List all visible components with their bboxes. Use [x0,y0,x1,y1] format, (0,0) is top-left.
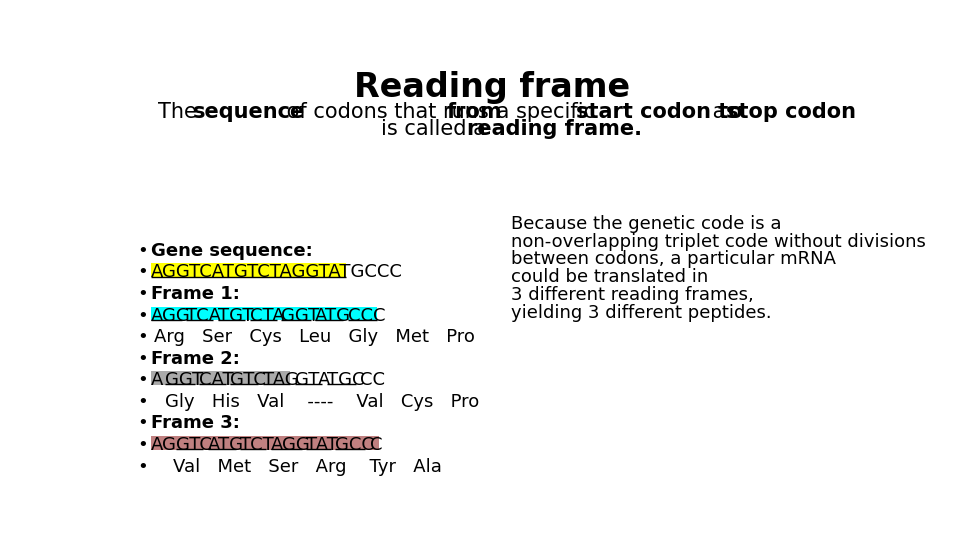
Text: C: C [370,436,382,454]
Text: •: • [137,307,148,325]
Bar [213,307,218,320]
Text: Gly   His   Val    ----    Val   Cys   Pro: Gly His Val ---- Val Cys Pro [165,393,479,411]
Bar [250,307,276,320]
Text: •: • [137,264,148,281]
Text: of codons that runs: of codons that runs [279,102,495,122]
Bar [343,307,348,320]
Text: a: a [706,102,732,122]
Text: TGT: TGT [218,307,253,325]
Bar [335,436,366,450]
Bar [199,372,226,385]
Bar [258,372,263,385]
Text: ATG: ATG [315,307,351,325]
Bar [195,372,199,385]
Text: Because the genetic code is a: Because the genetic code is a [512,215,781,233]
Bar [165,372,195,385]
Text: 3 different reading frames,: 3 different reading frames, [512,286,755,304]
Text: GTC: GTC [230,372,266,389]
Text: a specific: a specific [490,102,602,122]
Bar [230,372,258,385]
Text: Arg   Ser   Cys   Leu   Gly   Met   Pro: Arg Ser Cys Leu Gly Met Pro [155,328,475,346]
Text: The: The [157,102,203,122]
Text: Val   Met   Ser   Arg    Tyr   Ala: Val Met Ser Arg Tyr Ala [173,457,442,476]
Bar [204,436,207,450]
Text: Frame 1:: Frame 1: [151,285,240,303]
Bar [301,436,306,450]
Bar [240,436,266,450]
Bar [306,436,330,450]
Text: TAT: TAT [306,436,338,454]
Text: •: • [137,328,148,346]
Text: is called a: is called a [381,119,492,139]
Bar [151,372,160,385]
Text: reading frame.: reading frame. [468,119,642,139]
Bar [218,307,246,320]
Text: CC: CC [360,372,385,389]
Text: •: • [137,393,148,411]
Bar [151,264,347,278]
Bar [160,372,165,385]
Bar [226,372,230,385]
Text: Gene sequence:: Gene sequence: [151,242,313,260]
Bar [271,436,301,450]
Text: from: from [446,102,502,122]
Bar [151,307,181,320]
Text: AGG: AGG [271,436,310,454]
Text: GTA: GTA [295,372,330,389]
Bar [311,307,315,320]
Bar [330,436,335,450]
Text: GGT: GGT [281,307,320,325]
Text: •: • [137,350,148,368]
Text: •: • [137,285,148,303]
Text: yielding 3 different peptides.: yielding 3 different peptides. [512,303,772,321]
Bar [246,307,250,320]
Text: Frame 2:: Frame 2: [151,350,240,368]
Text: TAG: TAG [263,372,299,389]
Text: AGG: AGG [151,307,191,325]
Bar [176,436,204,450]
Text: CAT: CAT [199,372,234,389]
Text: •: • [137,242,148,260]
Text: start codon to: start codon to [576,102,743,122]
Text: CCC: CCC [348,307,385,325]
Text: TCT: TCT [240,436,274,454]
Bar [366,436,370,450]
Bar [263,372,290,385]
Bar [171,436,176,450]
Text: •: • [137,414,148,433]
Bar [266,436,271,450]
Text: AG: AG [151,436,177,454]
Text: GGT: GGT [165,372,204,389]
Text: TGC: TGC [326,372,364,389]
Bar [181,307,186,320]
Text: GCC: GCC [335,436,374,454]
Text: A: A [151,372,163,389]
Bar [276,307,281,320]
Text: non-overlapping triplet code without divisions: non-overlapping triplet code without div… [512,233,926,251]
Text: Reading frame: Reading frame [354,71,630,104]
Bar [186,307,213,320]
Bar [151,436,171,450]
Bar [315,307,343,320]
Text: ATG: ATG [207,436,244,454]
Bar [235,436,240,450]
Text: could be translated in: could be translated in [512,268,708,286]
Text: stop codon: stop codon [726,102,855,122]
Text: CTA: CTA [250,307,284,325]
Text: between codons, a particular mRNA: between codons, a particular mRNA [512,251,836,268]
Text: Frame 3:: Frame 3: [151,414,240,433]
Bar [207,436,235,450]
Text: •: • [137,457,148,476]
Text: sequence: sequence [193,102,305,122]
Text: GTC: GTC [176,436,211,454]
Text: TCA: TCA [186,307,221,325]
Text: •: • [137,372,148,389]
Bar [281,307,311,320]
Bar [370,436,379,450]
Text: •: • [137,436,148,454]
Bar [348,307,376,320]
Text: AGGTCATGTCTAGGTATGCCC: AGGTCATGTCTAGGTATGCCC [151,264,403,281]
